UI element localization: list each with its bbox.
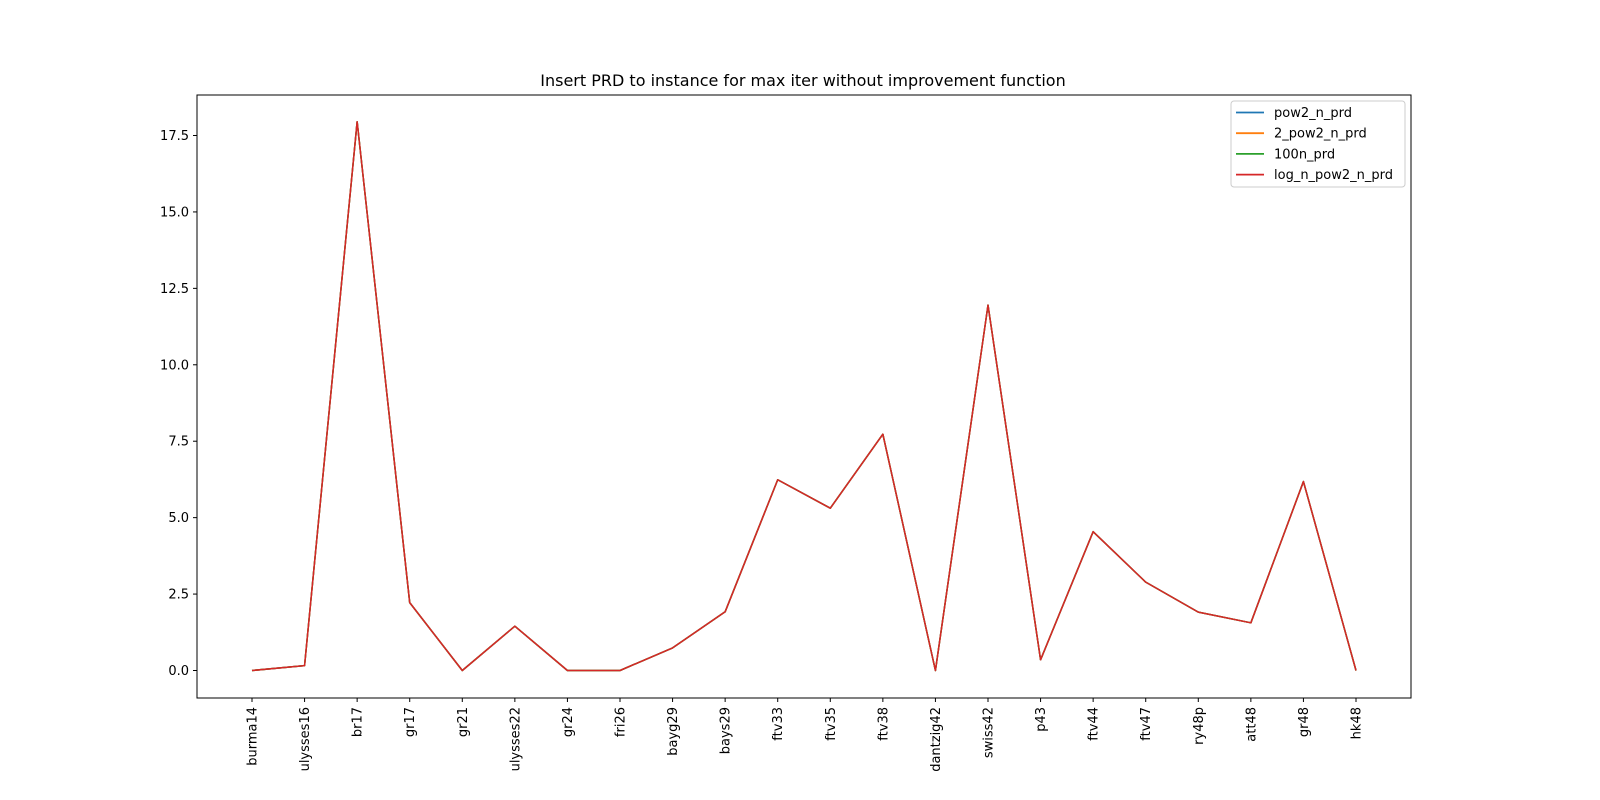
y-tick-label: 17.5: [160, 129, 189, 144]
series-lines: [251, 120, 1357, 672]
x-tick-label: ulysses16: [298, 707, 313, 771]
x-tick-label: burma14: [246, 707, 261, 766]
y-tick-label: 10.0: [160, 358, 189, 373]
x-tick-label: ftv47: [1139, 707, 1154, 741]
y-axis: 0.0 2.5 5.0 7.5 10.0 12.5 15.0 17.5: [160, 129, 197, 679]
y-tick-label: 2.5: [168, 588, 189, 603]
series-line-log_n_pow2_n_prd: [251, 120, 1357, 672]
series-line-2_pow2_n_prd: [251, 120, 1357, 672]
x-tick-label: bayg29: [666, 707, 681, 756]
x-tick-label: br17: [351, 707, 366, 737]
y-tick-label: 12.5: [160, 282, 189, 297]
legend-box: [1230, 100, 1406, 188]
x-tick-label: gr21: [456, 707, 471, 737]
plot-area: [196, 94, 1412, 699]
chart-title: Insert PRD to instance for max iter with…: [540, 71, 1065, 90]
legend: pow2_n_prd 2_pow2_n_prd 100n_prd log_n_pow2…: [1230, 100, 1406, 188]
y-tick-label: 5.0: [168, 511, 189, 526]
y-tick-label: 7.5: [168, 435, 189, 450]
x-axis: burma14 ulysses16 br17 gr17 gr21 ulysses22 gr2…: [246, 698, 1365, 772]
x-tick-label: p43: [1034, 707, 1049, 732]
y-tick-label: 0.0: [168, 664, 189, 679]
x-tick-label: ftv38: [876, 707, 891, 741]
x-tick-label: ftv44: [1087, 707, 1102, 741]
x-tick-label: hk48: [1350, 707, 1365, 739]
x-tick-label: ftv35: [824, 707, 839, 741]
x-tick-label: ftv33: [771, 707, 786, 741]
x-tick-label: bays29: [719, 707, 734, 754]
x-tick-label: dantzig42: [929, 707, 944, 772]
x-tick-label: att48: [1244, 707, 1259, 742]
legend-label: pow2_n_prd: [1274, 106, 1352, 121]
x-tick-label: swiss42: [982, 707, 997, 758]
x-tick-label: gr48: [1297, 707, 1312, 737]
x-tick-label: fri26: [614, 707, 629, 737]
legend-label: 100n_prd: [1274, 147, 1335, 162]
series-line-100n_prd: [251, 120, 1357, 672]
x-tick-label: ry48p: [1192, 707, 1207, 745]
x-tick-label: gr17: [403, 707, 418, 737]
x-tick-label: ulysses22: [508, 707, 523, 771]
series-line-pow2_n_prd: [251, 120, 1357, 672]
x-tick-label: gr24: [561, 707, 576, 737]
legend-label: 2_pow2_n_prd: [1274, 127, 1367, 142]
legend-label: log_n_pow2_n_prd: [1274, 168, 1393, 183]
y-tick-label: 15.0: [160, 205, 189, 220]
